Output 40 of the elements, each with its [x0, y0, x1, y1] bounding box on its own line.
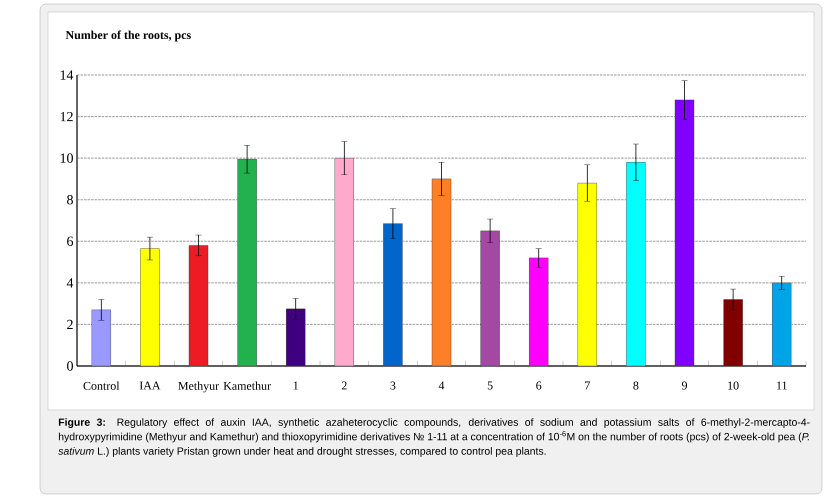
bar [578, 182, 598, 366]
bar [480, 230, 500, 366]
bar [286, 308, 306, 366]
bar [237, 158, 257, 366]
bar [432, 178, 452, 366]
y-tick-label: 4 [66, 278, 74, 288]
x-tick-label: 1 [294, 382, 298, 390]
x-tick-label: Control [84, 382, 120, 390]
x-tick-label: 7 [585, 382, 590, 390]
y-tick-label: 12 [60, 112, 73, 122]
y-tick-label: 0 [67, 361, 73, 371]
text: Figure 3: Regulatory effect of auxin IAA, synthetic azaheterocyclic compounds, derivatives of sodium and potassium salts of 6-methyl-2-mercapto-4-hydroxypyrimidine (Methyur and Kamethur) and thioxopyrimidine derivatives № 1-11 at a concentration of 10$^{-6}$M on the number of roots (pcs) of 2-week-old pea (P. sativum L.) plants variety Pristan grown under heat and drought stresses, compared to control pea plants. [58, 418, 810, 457]
bar [626, 162, 646, 366]
x-tick-label: 9 [682, 382, 688, 390]
bar [383, 223, 403, 366]
x-tick-label: 10 [728, 382, 739, 390]
x-tick-label: Kamethur [224, 382, 271, 390]
x-tick-label: 5 [488, 382, 493, 390]
y-tick-label: 6 [67, 236, 74, 246]
x-tick-label: IAA [140, 382, 160, 390]
bar [723, 299, 743, 366]
y-tick-label: 2 [67, 320, 73, 330]
bar [334, 158, 354, 366]
x-tick-label: 3 [390, 382, 396, 390]
y-tick-label: 8 [67, 195, 73, 204]
bar [772, 282, 792, 366]
x-tick-label: 11 [777, 382, 787, 390]
x-tick-label: Methyur [178, 382, 219, 392]
bar [140, 248, 160, 366]
x-tick-label: 6 [536, 382, 542, 390]
bar [92, 310, 112, 366]
bar [188, 245, 208, 366]
x-tick-label: 4 [438, 382, 444, 390]
y-tick-label: 10 [60, 153, 73, 163]
x-tick-label: 8 [633, 382, 638, 390]
bar [529, 258, 548, 366]
bar [674, 100, 694, 366]
y-axis-title: Number of the roots, pcs [66, 30, 191, 42]
x-tick-label: 2 [342, 382, 347, 390]
y-tick-label: 14 [60, 70, 74, 80]
